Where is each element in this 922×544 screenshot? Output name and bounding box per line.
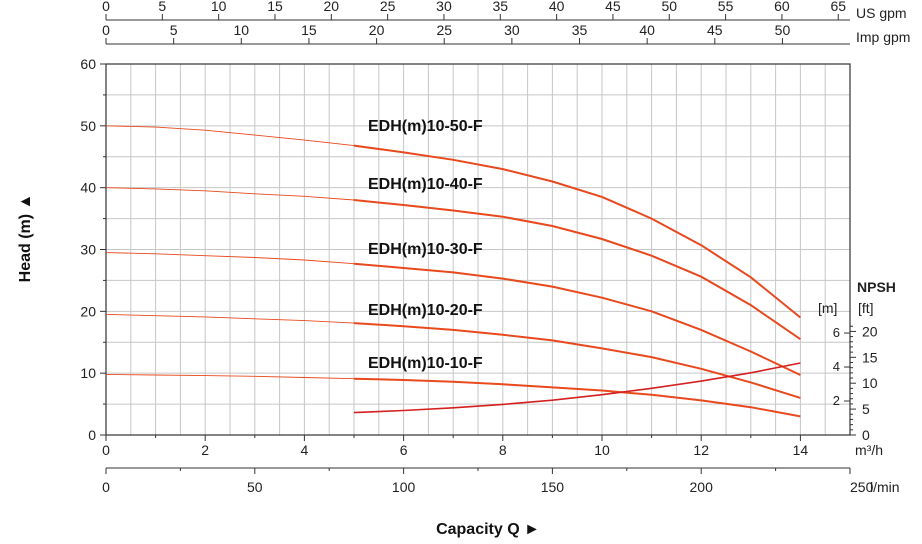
lmin-tick-label: 100 xyxy=(392,479,416,495)
npsh-m-unit: [m] xyxy=(818,300,837,316)
head-curve-thin xyxy=(105,187,355,201)
top-tick-label: 20 xyxy=(324,0,340,14)
x-tick-label: 4 xyxy=(301,442,309,458)
head-curve xyxy=(353,377,801,418)
x-tick-label: 6 xyxy=(400,442,408,458)
npsh-curve xyxy=(353,362,801,414)
series-label: EDH(m)10-10-F xyxy=(368,355,483,372)
top-unit-label: Imp gpm xyxy=(856,29,910,45)
lmin-tick-label: 50 xyxy=(247,479,263,495)
top-tick-label: 0 xyxy=(102,0,110,14)
x-tick-label: 0 xyxy=(102,442,110,458)
x-tick-label: 10 xyxy=(594,442,610,458)
npsh-m-label: 4 xyxy=(833,359,840,374)
top-tick-label: 5 xyxy=(158,0,166,14)
top-tick-label: 30 xyxy=(504,22,520,38)
curves xyxy=(105,125,802,418)
head-curve xyxy=(353,322,801,399)
top-tick-label: 35 xyxy=(572,22,588,38)
x-tick-label: 8 xyxy=(499,442,507,458)
top-tick-label: 10 xyxy=(234,22,250,38)
top-tick-label: 20 xyxy=(369,22,385,38)
top-tick-label: 30 xyxy=(436,0,452,14)
lmin-tick-label: 250 xyxy=(850,479,874,495)
series-labels: EDH(m)10-50-F EDH(m)10-40-F EDH(m)10-30-F E… xyxy=(368,118,483,372)
npsh-ft-label: 10 xyxy=(862,375,878,391)
head-curve-thin xyxy=(105,125,355,147)
top-tick-label: 15 xyxy=(301,22,317,38)
lmin-tick-label: 200 xyxy=(690,479,714,495)
series-label: EDH(m)10-40-F xyxy=(368,176,483,193)
grid xyxy=(105,63,851,436)
top-tick-label: 15 xyxy=(267,0,283,14)
top-tick-label: 50 xyxy=(661,0,677,14)
npsh-ft-label: 20 xyxy=(862,323,878,339)
npsh-ft-unit: [ft] xyxy=(858,300,874,316)
npsh-ft-label: 5 xyxy=(862,401,870,417)
top-tick-label: 25 xyxy=(436,22,452,38)
top-tick-label: 10 xyxy=(211,0,227,14)
top-tick-label: 65 xyxy=(830,0,846,14)
series-label: EDH(m)10-50-F xyxy=(368,118,483,135)
series-label: EDH(m)10-30-F xyxy=(368,241,483,258)
series-label: EDH(m)10-20-F xyxy=(368,302,483,319)
top-tick-label: 45 xyxy=(605,0,621,14)
npsh-m-label: 2 xyxy=(833,393,840,408)
x-tick-label: 12 xyxy=(693,442,709,458)
x-tick-label: 14 xyxy=(793,442,809,458)
top-tick-label: 40 xyxy=(639,22,655,38)
top-tick-label: 40 xyxy=(549,0,565,14)
head-curve xyxy=(353,199,801,341)
npsh-ft-label: 0 xyxy=(862,427,870,443)
y-tick-label: 60 xyxy=(80,56,96,72)
y-tick-label: 50 xyxy=(80,118,96,134)
top-unit-label: US gpm xyxy=(856,5,907,21)
top-tick-label: 45 xyxy=(707,22,723,38)
x-axis-title: Capacity Q ► xyxy=(436,521,540,538)
npsh-ft-label: 15 xyxy=(862,349,878,365)
y-axis-title: Head (m) ▲ xyxy=(17,194,34,283)
npsh-m-label: 6 xyxy=(833,325,840,340)
head-curve-thin xyxy=(105,313,355,324)
top-tick-label: 35 xyxy=(492,0,508,14)
x-tick-label: 2 xyxy=(201,442,209,458)
top-tick-label: 55 xyxy=(718,0,734,14)
x-unit-label: m³/h xyxy=(855,442,883,458)
top-tick-label: 50 xyxy=(775,22,791,38)
npsh-title: NPSH xyxy=(857,279,896,295)
y-tick-label: 40 xyxy=(80,180,96,196)
top-tick-label: 60 xyxy=(774,0,790,14)
head-curve-thin xyxy=(105,252,355,265)
lmin-unit-label: l/min xyxy=(870,479,900,495)
lmin-tick-label: 150 xyxy=(541,479,565,495)
y-tick-label: 20 xyxy=(80,303,96,319)
y-tick-label: 0 xyxy=(88,427,96,443)
top-tick-label: 0 xyxy=(102,22,110,38)
head-curve xyxy=(353,144,802,319)
y-tick-label: 10 xyxy=(80,365,96,381)
head-curve-thin xyxy=(105,373,355,380)
lmin-tick-label: 0 xyxy=(102,479,110,495)
y-tick-label: 30 xyxy=(80,242,96,258)
top-tick-label: 5 xyxy=(170,22,178,38)
head-curve xyxy=(353,262,801,376)
top-tick-label: 25 xyxy=(380,0,396,14)
